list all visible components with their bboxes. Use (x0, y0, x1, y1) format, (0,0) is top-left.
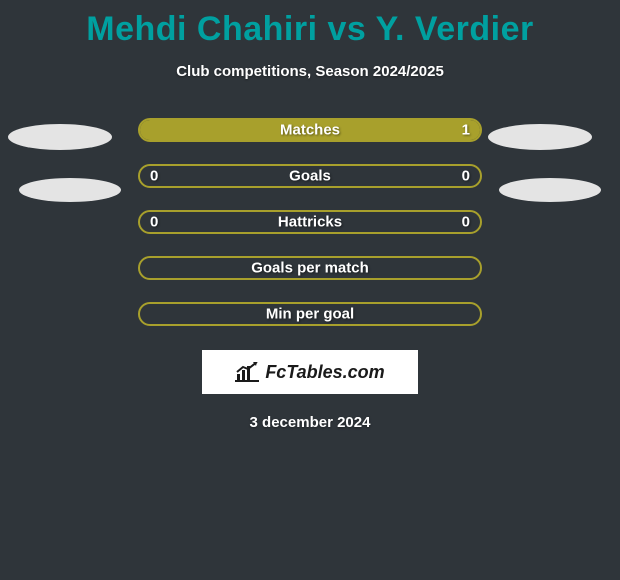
decorative-ellipse (499, 178, 601, 202)
chart-icon (235, 362, 259, 382)
decorative-ellipse (488, 124, 592, 150)
stat-row: Goals 0 0 (138, 164, 482, 188)
comparison-title: Mehdi Chahiri vs Y. Verdier (0, 0, 620, 49)
date-label: 3 december 2024 (0, 414, 620, 431)
stat-value-left: 0 (150, 214, 158, 231)
stat-label: Matches (280, 122, 340, 139)
stat-label: Goals (289, 168, 331, 185)
comparison-subtitle: Club competitions, Season 2024/2025 (0, 63, 620, 80)
stat-row: Goals per match (138, 256, 482, 280)
logo-text: FcTables.com (265, 362, 384, 383)
stat-value-left: 0 (150, 168, 158, 185)
logo-box: FcTables.com (202, 350, 418, 394)
stat-label: Goals per match (251, 260, 369, 277)
decorative-ellipse (19, 178, 121, 202)
stat-row: Matches 1 (138, 118, 482, 142)
stat-label: Min per goal (266, 306, 354, 323)
stat-value-right: 0 (462, 214, 470, 231)
stat-row: Min per goal (138, 302, 482, 326)
stat-label: Hattricks (278, 214, 342, 231)
stat-value-right: 0 (462, 168, 470, 185)
stat-value-right: 1 (462, 122, 470, 139)
decorative-ellipse (8, 124, 112, 150)
stat-row: Hattricks 0 0 (138, 210, 482, 234)
